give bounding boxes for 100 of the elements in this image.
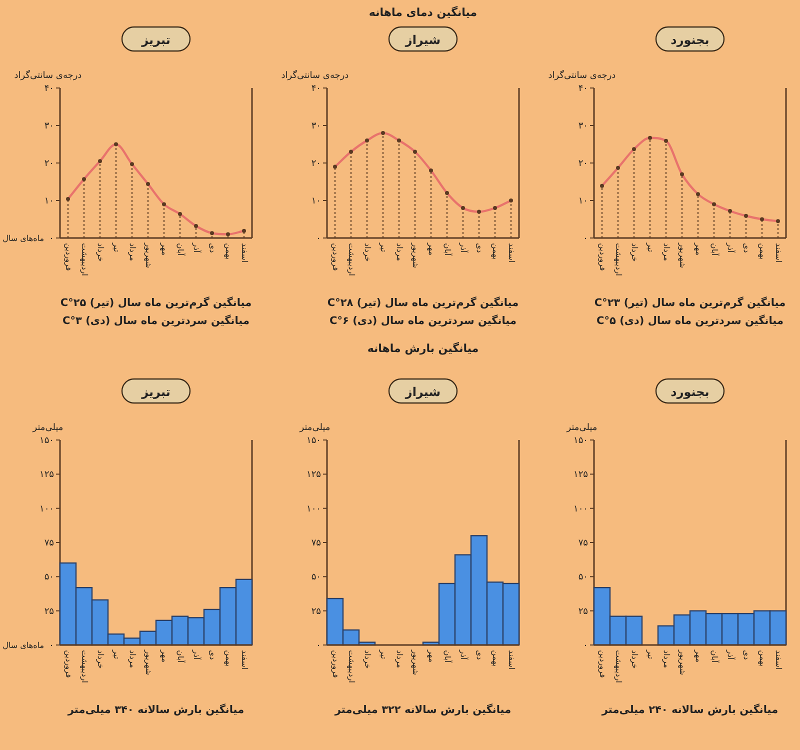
y-tick-label: ۷۵: [311, 538, 322, 548]
x-tick-label: شهریور: [678, 242, 687, 268]
x-tick-label: بهمن: [224, 650, 233, 667]
y-tick-label: ۱۲۵: [306, 470, 322, 480]
y-tick-label: ۱۰: [311, 196, 321, 206]
x-tick-label: اردیبهشت: [614, 243, 623, 276]
chart-title: تبریز: [140, 385, 170, 399]
text: میانگین سردترین ماه سال (دی) ۶°C: [330, 314, 516, 327]
x-tick-label: خرداد: [96, 650, 105, 669]
x-tick-label: آبان: [710, 650, 720, 664]
x-tick-label: اسفند: [240, 650, 249, 670]
x-tick-label: اسفند: [240, 243, 249, 263]
y-tick-label: ۱۵۰: [306, 436, 321, 446]
x-tick-label: مهر: [426, 649, 436, 662]
y-tick-label: ۱۲۵: [573, 470, 588, 480]
y-tick-label: ۲۵: [44, 606, 54, 617]
x-tick-label: آذر: [726, 242, 736, 254]
y-tick-label: ۷۵: [44, 538, 54, 548]
chart-title: شیراز: [404, 33, 441, 47]
point: [712, 202, 716, 206]
y-tick-label: ۷۵: [578, 538, 588, 548]
x-tick-label: آبان: [710, 243, 720, 257]
point: [728, 209, 732, 213]
y-tick-label: ۳۰: [578, 122, 588, 132]
x-tick-label: اسفند: [506, 650, 516, 670]
y-tick-label: ۱۰: [578, 196, 588, 206]
y-tick-label: ۲۵: [578, 606, 588, 617]
text: میانگین سردترین ماه سال (دی) ۵°C: [596, 314, 784, 327]
point: [333, 164, 337, 169]
x-tick-label: شهریور: [678, 649, 687, 676]
point: [194, 224, 198, 228]
point: [365, 138, 369, 142]
point: [82, 177, 86, 182]
x-tick-label: خرداد: [630, 650, 639, 669]
y-tick-label: ۴۰: [311, 84, 321, 94]
text: میانگین گرم‌ترین ماه سال (تیر) ۲۸°C: [327, 296, 519, 309]
x-tick-label: فروردین: [330, 650, 340, 678]
x-tick-label: دی: [208, 243, 217, 254]
x-axis-title: ماه‌های سال: [2, 234, 44, 243]
y-axis-title: درجه‌ی سانتی‌گراد: [548, 69, 616, 81]
x-tick-label: مرداد: [394, 650, 404, 668]
x-tick-label: دی: [742, 243, 751, 254]
x-tick-label: شهریور: [410, 649, 420, 676]
x-tick-label: مرداد: [662, 650, 671, 668]
point: [397, 138, 401, 142]
x-tick-label: فروردین: [598, 650, 607, 678]
x-tick-label: فروردین: [64, 243, 73, 272]
x-tick-label: آذر: [192, 649, 202, 660]
x-tick-label: اردیبهشت: [614, 650, 623, 683]
point: [648, 136, 652, 140]
text: میانگین گرم‌ترین ماه سال (تیر) ۲۵°C: [60, 296, 252, 309]
point: [461, 206, 465, 210]
y-tick-label: ۴۰: [578, 84, 588, 94]
point: [509, 198, 513, 202]
y-tick-label: ۱۰۰: [573, 504, 588, 514]
x-tick-label: خرداد: [96, 243, 105, 262]
y-tick-label: ۱۰۰: [39, 504, 54, 514]
chart-subtitle: میانگین بارش ماهانه: [367, 342, 479, 355]
x-tick-label: اردیبهشت: [346, 243, 356, 276]
x-tick-label: بهمن: [758, 243, 767, 260]
x-tick-label: آذر: [726, 649, 736, 660]
y-tick-label: ۰: [583, 641, 588, 651]
point: [776, 219, 780, 224]
x-tick-label: مهر: [426, 242, 436, 256]
x-tick-label: اسفند: [506, 243, 516, 263]
x-tick-label: دی: [474, 650, 484, 660]
y-tick-label: ۰: [316, 234, 321, 244]
point: [162, 202, 166, 206]
x-tick-label: فروردین: [64, 650, 73, 678]
x-axis-title: ماه‌های سال: [2, 641, 44, 650]
point: [429, 168, 433, 172]
point: [130, 162, 134, 166]
x-tick-label: تیر: [112, 649, 121, 660]
x-tick-label: اسفند: [774, 243, 783, 263]
y-tick-label: ۲۰: [578, 159, 588, 169]
point: [114, 142, 118, 146]
x-tick-label: آذر: [192, 242, 202, 254]
x-tick-label: مرداد: [662, 243, 671, 262]
point: [66, 197, 70, 201]
x-tick-label: دی: [474, 243, 484, 254]
point: [632, 147, 636, 152]
point: [696, 192, 700, 196]
point: [146, 182, 150, 186]
y-tick-label: ۲۵: [311, 606, 322, 617]
x-tick-label: مرداد: [394, 243, 404, 262]
x-tick-label: اسفند: [774, 650, 783, 670]
point: [178, 212, 182, 216]
y-tick-label: ۴۰: [44, 84, 54, 94]
y-tick-label: ۲۰: [311, 159, 321, 169]
text: میانگین بارش سالانه ۳۴۰ میلی‌متر: [66, 703, 244, 716]
point: [600, 184, 604, 188]
point: [744, 214, 748, 218]
x-tick-label: آبان: [176, 650, 186, 664]
y-axis-title: میلی‌متر: [32, 423, 64, 433]
x-tick-label: دی: [208, 650, 217, 660]
x-tick-label: آبان: [442, 650, 453, 664]
x-tick-label: تیر: [646, 242, 655, 252]
x-tick-label: بهمن: [758, 650, 767, 667]
line-series: [66, 143, 246, 236]
point: [413, 150, 417, 154]
